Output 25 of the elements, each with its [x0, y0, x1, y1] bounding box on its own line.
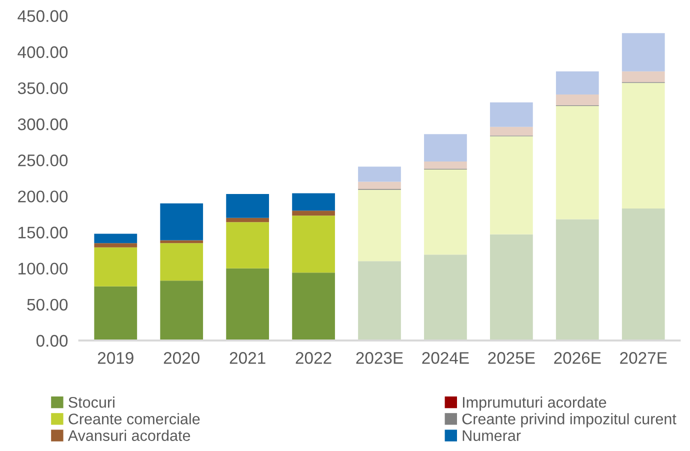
y-tick-label: 350.00 — [18, 82, 68, 94]
x-tick-label: 2022 — [296, 352, 332, 364]
x-tick-label: 2025E — [488, 352, 535, 364]
legend-label: Stocuri — [68, 396, 114, 408]
x-tick-label: 2020 — [164, 352, 200, 364]
x-tick-label: 2023E — [356, 352, 403, 364]
legend-label: Numerar — [462, 430, 521, 441]
y-tick-label: 200.00 — [18, 190, 68, 202]
y-tick-label: 400.00 — [18, 46, 68, 58]
y-tick-label: 300.00 — [18, 118, 68, 130]
legend-label: Creante privind impozitul curent — [462, 413, 676, 428]
y-tick-label: 0.00 — [36, 334, 68, 347]
y-tick-label: 250.00 — [18, 154, 68, 166]
x-tick-label: 2019 — [98, 352, 134, 364]
legend-label: Imprumuturi acordate — [463, 396, 606, 411]
y-tick-label: 150.00 — [18, 226, 68, 238]
legend-label: Avansuri acordate — [68, 430, 190, 441]
y-tick-label: 100.00 — [18, 262, 68, 275]
y-tick-label: 50.00 — [27, 298, 68, 311]
x-tick-label: 2026E — [554, 352, 601, 364]
x-tick-label: 2027E — [620, 352, 667, 364]
x-tick-label: 2021 — [230, 352, 266, 364]
y-tick-label: 450.00 — [18, 10, 68, 22]
x-tick-label: 2024E — [422, 352, 469, 364]
legend-label: Creante comerciale — [68, 413, 200, 424]
